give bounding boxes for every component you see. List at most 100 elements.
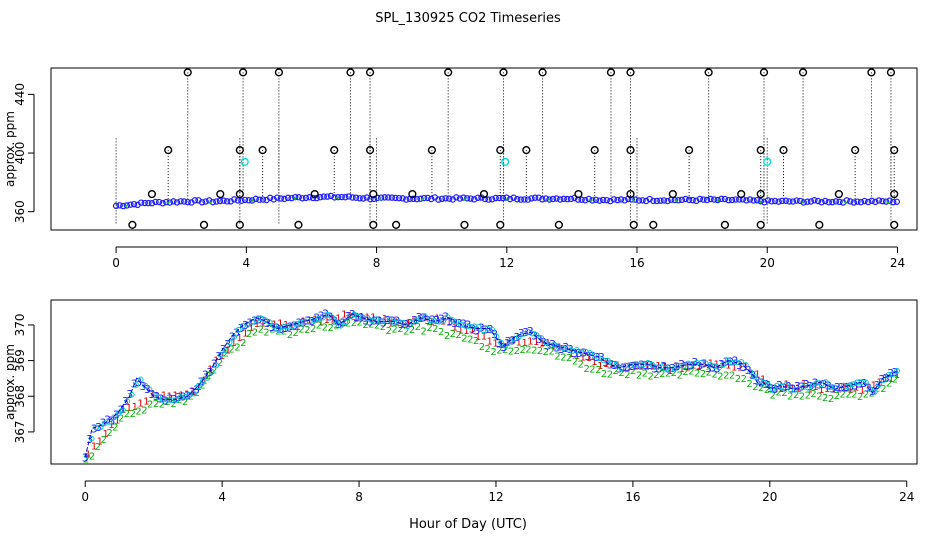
co2-point — [807, 198, 815, 205]
green-marker — [590, 199, 593, 202]
outlier-small-point — [574, 189, 583, 199]
series-2-marker: 2 — [252, 327, 258, 338]
top-plot-frame — [50, 67, 918, 231]
series-1-marker: 1 — [97, 437, 103, 448]
co2-point — [693, 197, 700, 205]
series-2-marker: 2 — [112, 422, 118, 433]
series-2-marker: 2 — [229, 344, 235, 355]
series-1-marker: 1 — [178, 391, 184, 402]
co2-point — [299, 195, 306, 202]
series-3-marker: 3 — [282, 322, 289, 335]
co2-point — [402, 196, 410, 203]
co2-point — [635, 197, 643, 204]
series-2-marker: 2 — [508, 347, 514, 358]
co2-point — [180, 198, 188, 205]
co2-point — [410, 195, 417, 203]
outlier-mid-point — [890, 145, 899, 155]
series-2-marker: 2 — [595, 365, 601, 376]
series-1-marker: 1 — [85, 450, 91, 461]
series-1-marker: 1 — [527, 336, 533, 347]
co2-point — [753, 196, 761, 204]
co2-point — [492, 194, 499, 202]
co2-point — [714, 196, 721, 204]
series-2-marker: 2 — [787, 391, 793, 402]
series-3-marker: 3 — [740, 361, 747, 374]
series-1-marker: 1 — [731, 362, 737, 373]
chart-title: SPL_130925 CO2 Timeseries — [375, 11, 561, 26]
cyan-circle — [596, 355, 602, 362]
series-3-marker: 3 — [696, 360, 703, 373]
co2-point — [266, 194, 274, 202]
co2-point — [413, 195, 421, 203]
co2-point — [832, 198, 840, 205]
cyan-circle — [515, 333, 522, 340]
cyan-circle — [507, 338, 513, 345]
series-1-marker: 1 — [161, 391, 167, 402]
cyan-circle — [320, 314, 326, 321]
co2-point — [499, 194, 507, 202]
series-1-marker: 1 — [114, 415, 120, 426]
co2-point — [456, 195, 464, 202]
outlier-mid-point — [522, 145, 531, 155]
co2-point — [385, 194, 392, 201]
cyan-circle — [400, 319, 407, 326]
series-1-marker: 1 — [521, 338, 527, 349]
cyan-circle — [213, 362, 220, 369]
series-1-marker: 1 — [236, 333, 242, 344]
co2-point — [829, 198, 836, 206]
co2-point — [349, 194, 356, 201]
outlier-high-point — [238, 68, 248, 77]
outlier-mid-point — [330, 145, 339, 155]
series-2-marker: 2 — [100, 435, 106, 446]
cyan-circle — [836, 386, 843, 393]
series-2-marker: 2 — [327, 323, 333, 334]
bottom-x-tick-label: 0 — [81, 490, 89, 504]
series-1-marker: 1 — [248, 323, 254, 334]
series-2-marker: 2 — [694, 368, 700, 379]
cyan-point — [501, 157, 510, 166]
co2-point — [356, 195, 363, 202]
series-1-marker: 1 — [440, 316, 446, 327]
outlier-small-point — [668, 189, 677, 199]
top-y-tick-label: 400 — [13, 142, 27, 165]
outlier-low-point — [890, 220, 899, 229]
co2-point — [836, 198, 843, 206]
co2-point — [238, 197, 245, 204]
co2-point — [843, 197, 850, 204]
outlier-small-point — [310, 189, 319, 199]
series-2-marker: 2 — [135, 407, 141, 418]
series-1-marker: 1 — [516, 338, 522, 349]
co2-point — [374, 194, 381, 202]
series-2-marker: 2 — [322, 323, 328, 334]
co2-point — [202, 198, 209, 205]
co2-point — [148, 200, 156, 207]
cyan-circle — [796, 386, 803, 393]
bottom-y-axis-label: approx. ppm — [3, 344, 17, 420]
series-2-marker: 2 — [834, 391, 840, 402]
top-y-tick-label: 440 — [13, 83, 27, 106]
series-1-marker: 1 — [283, 320, 289, 331]
cyan-circle — [564, 344, 571, 351]
series-1-marker: 1 — [766, 380, 772, 391]
co2-point — [320, 193, 328, 200]
co2-point — [639, 197, 646, 204]
cyan-circle — [289, 323, 295, 329]
co2-point — [599, 196, 607, 204]
co2-point — [854, 198, 861, 205]
co2-point — [381, 194, 388, 201]
series-1-marker: 1 — [102, 429, 108, 440]
series-2-marker: 2 — [298, 325, 304, 336]
series-1-marker: 1 — [254, 319, 260, 330]
outlier-high-point — [365, 68, 375, 77]
series-2-marker: 2 — [764, 385, 770, 396]
series-2-marker: 2 — [386, 326, 392, 337]
series-1-marker: 1 — [364, 312, 370, 323]
outlier-high-point — [444, 68, 453, 77]
series-1-marker: 1 — [632, 360, 638, 371]
co2-point — [782, 197, 789, 204]
cyan-circle — [876, 381, 883, 388]
cyan-point — [763, 157, 772, 166]
series-3-marker: 3 — [794, 380, 801, 393]
top-x-tick-label: 12 — [499, 256, 514, 270]
